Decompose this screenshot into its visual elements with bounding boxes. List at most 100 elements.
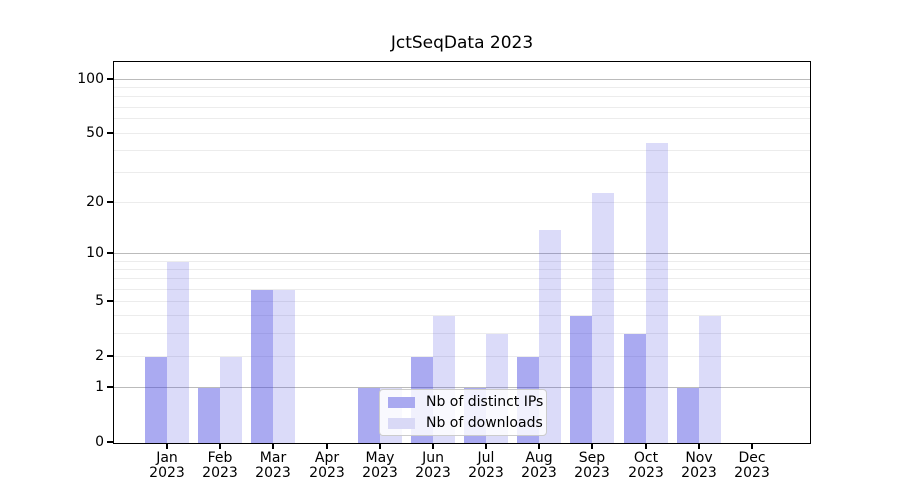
y-tick-mark-50: [107, 132, 113, 134]
y-tick-label-5: 5: [95, 293, 104, 309]
x-tick-month-nov: Nov: [685, 450, 713, 466]
x-tick-year-oct: 2023: [628, 465, 664, 481]
x-tick-label-may: May 2023: [348, 451, 412, 481]
x-tick-label-jan: Jan 2023: [135, 451, 199, 481]
gridline-y-3: [114, 333, 810, 334]
gridline-y-8: [114, 269, 810, 270]
x-tick-label-feb: Feb 2023: [188, 451, 252, 481]
x-tick-mark-jan: [166, 444, 168, 449]
gridline-major-y-1: [114, 387, 810, 388]
y-tick-label-20: 20: [86, 194, 104, 210]
gridline-y-2: [114, 356, 810, 357]
x-tick-mark-oct: [645, 444, 647, 449]
x-tick-month-aug: Aug: [525, 450, 553, 466]
chart-title: JctSeqData 2023: [390, 33, 534, 53]
bar-distinct-ips-oct: [624, 334, 646, 443]
y-tick-mark-10: [107, 252, 113, 254]
gridline-y-50: [114, 133, 810, 134]
y-tick-mark-0: [107, 441, 113, 443]
x-tick-label-nov: Nov 2023: [667, 451, 731, 481]
x-tick-month-oct: Oct: [633, 450, 659, 466]
grid-layer: [114, 62, 810, 443]
x-tick-month-jun: Jun: [422, 450, 444, 466]
x-tick-mark-jun: [432, 444, 434, 449]
x-tick-label-mar: Mar 2023: [241, 451, 305, 481]
x-tick-month-mar: Mar: [259, 450, 287, 466]
x-tick-year-dec: 2023: [734, 465, 770, 481]
bar-distinct-ips-may: [358, 388, 380, 443]
x-tick-mark-jul: [485, 444, 487, 449]
gridline-y-7: [114, 278, 810, 279]
x-tick-month-may: May: [365, 450, 395, 466]
bar-distinct-ips-mar: [251, 290, 273, 443]
bar-downloads-jan: [167, 262, 189, 443]
x-tick-year-sep: 2023: [574, 465, 610, 481]
x-tick-year-jan: 2023: [149, 465, 185, 481]
x-tick-month-jan: Jan: [156, 450, 178, 466]
bar-downloads-mar: [273, 290, 295, 443]
x-tick-month-sep: Sep: [578, 450, 606, 466]
x-tick-mark-may: [379, 444, 381, 449]
bar-distinct-ips-jan: [145, 357, 167, 443]
x-tick-mark-nov: [698, 444, 700, 449]
x-tick-label-sep: Sep 2023: [560, 451, 624, 481]
x-tick-mark-mar: [272, 444, 274, 449]
y-tick-label-1: 1: [95, 379, 104, 395]
legend-label-downloads: Nb of downloads: [426, 415, 543, 431]
x-tick-mark-sep: [591, 444, 593, 449]
x-tick-month-dec: Dec: [738, 450, 766, 466]
x-tick-year-apr: 2023: [309, 465, 345, 481]
x-tick-mark-dec: [751, 444, 753, 449]
gridline-y-90: [114, 87, 810, 88]
x-tick-month-apr: Apr: [314, 450, 340, 466]
bar-downloads-nov: [699, 316, 721, 443]
x-tick-label-dec: Dec 2023: [720, 451, 784, 481]
x-tick-month-feb: Feb: [207, 450, 233, 466]
x-tick-year-jun: 2023: [415, 465, 451, 481]
x-tick-year-jul: 2023: [468, 465, 504, 481]
legend: Nb of distinct IPs Nb of downloads: [379, 389, 547, 436]
x-tick-label-jul: Jul 2023: [454, 451, 518, 481]
y-tick-label-100: 100: [77, 71, 104, 87]
x-tick-year-may: 2023: [362, 465, 398, 481]
y-tick-label-50: 50: [86, 125, 104, 141]
gridline-y-20: [114, 202, 810, 203]
legend-item-distinct-ips: Nb of distinct IPs: [388, 394, 543, 410]
y-tick-label-0: 0: [95, 434, 104, 450]
y-tick-mark-100: [107, 78, 113, 80]
gridline-major-y-10: [114, 253, 810, 254]
x-tick-mark-feb: [219, 444, 221, 449]
bar-distinct-ips-feb: [198, 388, 220, 443]
y-tick-mark-2: [107, 355, 113, 357]
bar-downloads-oct: [646, 143, 668, 443]
x-tick-year-aug: 2023: [521, 465, 557, 481]
bar-downloads-sep: [592, 193, 614, 443]
gridline-y-70: [114, 107, 810, 108]
x-tick-label-jun: Jun 2023: [401, 451, 465, 481]
gridline-y-30: [114, 172, 810, 173]
x-tick-month-jul: Jul: [477, 450, 495, 466]
x-tick-label-apr: Apr 2023: [295, 451, 359, 481]
bar-downloads-feb: [220, 357, 242, 443]
x-tick-year-feb: 2023: [202, 465, 238, 481]
legend-label-distinct-ips: Nb of distinct IPs: [426, 394, 544, 410]
gridline-y-80: [114, 96, 810, 97]
legend-swatch-downloads: [388, 417, 415, 429]
gridline-y-40: [114, 150, 810, 151]
x-tick-mark-aug: [538, 444, 540, 449]
x-tick-mark-apr: [326, 444, 328, 449]
gridline-y-60: [114, 118, 810, 119]
plot-area: Nb of distinct IPs Nb of downloads: [113, 61, 811, 444]
legend-swatch-distinct-ips: [388, 396, 415, 408]
legend-item-downloads: Nb of downloads: [388, 415, 543, 431]
bar-distinct-ips-nov: [677, 388, 699, 443]
gridline-major-y-100: [114, 79, 810, 80]
y-tick-mark-5: [107, 300, 113, 302]
x-tick-label-aug: Aug 2023: [507, 451, 571, 481]
gridline-y-4: [114, 315, 810, 316]
gridline-y-9: [114, 261, 810, 262]
y-tick-mark-1: [107, 386, 113, 388]
y-tick-mark-20: [107, 201, 113, 203]
gridline-y-6: [114, 289, 810, 290]
